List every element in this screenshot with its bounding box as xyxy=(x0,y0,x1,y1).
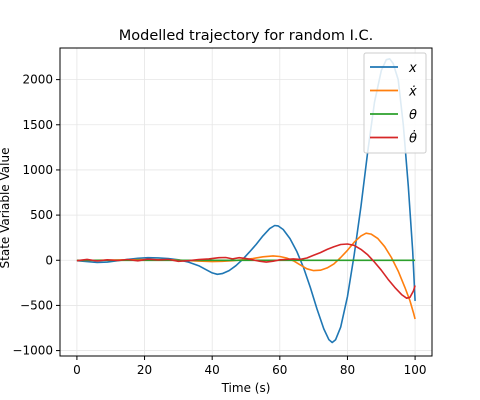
x-tick-label: 60 xyxy=(272,363,287,377)
axis-ticks: 0 20 40 60 80 100 −1000 −500 0 500 1000 1500 2000 xyxy=(12,73,426,377)
x-tick-label: 40 xyxy=(205,363,220,377)
y-axis-label: State Variable Value xyxy=(0,148,12,269)
chart-title: Modelled trajectory for random I.C. xyxy=(119,28,373,44)
series-line-thetadot xyxy=(76,243,416,299)
x-tick-label: 80 xyxy=(340,363,355,377)
series-line-xdot xyxy=(76,232,416,320)
y-tick-label: −1000 xyxy=(12,344,53,358)
legend-box xyxy=(363,52,427,154)
legend: xẋθ θ̇ xyxy=(363,52,427,154)
legend-label-xdot: ẋ xyxy=(408,85,417,100)
x-tick-label: 20 xyxy=(137,363,152,377)
x-tick-label: 100 xyxy=(404,363,427,377)
x-axis-label: Time (s) xyxy=(221,381,271,395)
plot-frame xyxy=(59,47,433,357)
y-tick-label: 1000 xyxy=(22,163,53,177)
y-tick-label: −500 xyxy=(20,298,53,312)
legend-label-theta: θ xyxy=(409,108,417,123)
y-tick-label: 2000 xyxy=(22,73,53,87)
y-tick-label: 500 xyxy=(30,208,53,222)
legend-label-thetadot: θ̇ xyxy=(409,130,417,146)
legend-label-x: x xyxy=(408,61,417,76)
y-tick-label: 0 xyxy=(45,253,53,267)
y-tick-label: 1500 xyxy=(22,118,53,132)
x-tick-label: 0 xyxy=(73,363,81,377)
